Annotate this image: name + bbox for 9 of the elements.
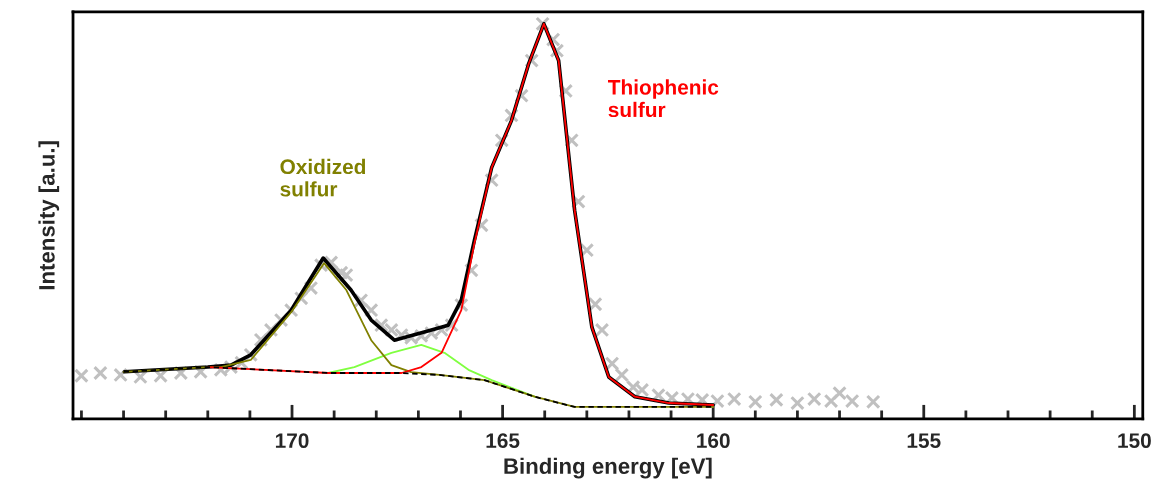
text: Oxidized sulfur: [280, 158, 366, 197]
text: Thiophenic sulfur: [608, 79, 719, 118]
x-axis-title: Binding energy [eV]: [504, 457, 712, 479]
x-tick-label: 170: [275, 433, 309, 449]
y-axis-title: Intensity [a.u.]: [38, 141, 60, 290]
x-tick-label: 165: [486, 433, 520, 449]
x-tick-label: 150: [1118, 433, 1151, 449]
x-tick-label: 160: [697, 433, 730, 449]
x-tick-label: 155: [907, 433, 941, 449]
